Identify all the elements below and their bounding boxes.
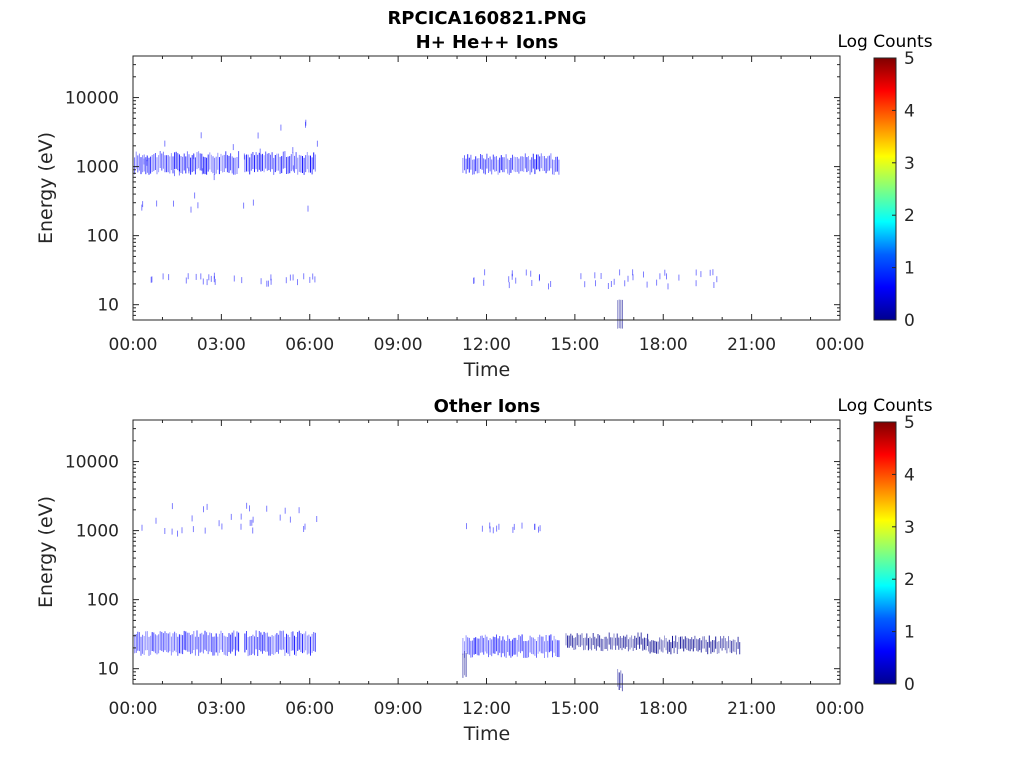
panel-other-ions: Other Ions 00:00 03:00 06:00 09:00 12:00 15:0… (35, 396, 933, 745)
x-tick-label: 06:00 (285, 335, 334, 355)
x-tick-label: 00:00 (816, 699, 865, 719)
y-axis: 10 100 1000 10000 (65, 419, 840, 685)
x-tick-label: 09:00 (374, 699, 423, 719)
colorbar-tick-label: 2 (904, 206, 915, 226)
y-tick-label: 100 (87, 591, 119, 611)
y-axis-label: Energy (eV) (35, 496, 57, 608)
y-tick-label: 100 (87, 227, 119, 247)
x-axis: 00:00 03:00 06:00 09:00 12:00 15:00 18:00 21:00… (109, 56, 865, 355)
colorbar-tick-label: 1 (904, 623, 915, 643)
x-tick-label: 06:00 (285, 699, 334, 719)
colorbar-tick-label: 5 (904, 413, 915, 433)
heatmap-area (132, 502, 741, 692)
y-axis: 10 100 1000 10000 (65, 55, 840, 321)
x-tick-label: 21:00 (727, 335, 776, 355)
colorbar-tick-label: 4 (904, 101, 915, 121)
panel-title: Other Ions (434, 396, 541, 417)
y-axis-label: Energy (eV) (35, 132, 57, 244)
colorbar-gradient (873, 57, 897, 321)
colorbar-tick-label: 3 (904, 518, 915, 538)
colorbar-tick-label: 5 (904, 49, 915, 69)
figure-title: RPCICA160821.PNG (387, 8, 586, 29)
colorbar-ticks: 0 1 2 3 4 5 (892, 413, 915, 695)
x-tick-label: 00:00 (109, 335, 158, 355)
x-tick-label: 18:00 (639, 335, 688, 355)
y-tick-label: 1000 (76, 158, 119, 178)
y-tick-label: 10000 (65, 89, 119, 109)
colorbar-tick-label: 0 (904, 311, 915, 331)
x-tick-label: 09:00 (374, 335, 423, 355)
x-tick-label: 15:00 (550, 699, 599, 719)
x-axis-label: Time (463, 359, 511, 381)
colorbar-label: Log Counts (837, 32, 932, 52)
colorbar-gradient (873, 421, 897, 685)
x-tick-label: 18:00 (639, 699, 688, 719)
colorbar-ticks: 0 1 2 3 4 5 (892, 49, 915, 331)
x-tick-label: 21:00 (727, 699, 776, 719)
panel-title: H+ He++ Ions (416, 32, 559, 53)
y-tick-label: 10 (97, 296, 119, 316)
x-tick-label: 15:00 (550, 335, 599, 355)
colorbar: Log Counts 0 1 2 3 4 5 (837, 396, 932, 695)
x-tick-label: 03:00 (197, 335, 246, 355)
y-tick-label: 10 (97, 660, 119, 680)
panel-h-he-ions: H+ He++ Ions 00:00 03:00 06:00 09:00 12:00 15… (35, 32, 933, 381)
x-tick-label: 00:00 (109, 699, 158, 719)
y-tick-label: 10000 (65, 453, 119, 473)
x-tick-label: 12:00 (462, 699, 511, 719)
heatmap-area (132, 119, 718, 329)
colorbar-tick-label: 3 (904, 154, 915, 174)
axes-frame (132, 55, 841, 321)
y-tick-label: 1000 (76, 522, 119, 542)
x-tick-label: 03:00 (197, 699, 246, 719)
colorbar-tick-label: 0 (904, 675, 915, 695)
x-tick-label: 00:00 (816, 335, 865, 355)
colorbar-tick-label: 4 (904, 465, 915, 485)
x-tick-label: 12:00 (462, 335, 511, 355)
x-axis: 00:00 03:00 06:00 09:00 12:00 15:00 18:00 21:00… (109, 420, 865, 719)
colorbar-tick-label: 2 (904, 570, 915, 590)
colorbar-label: Log Counts (837, 396, 932, 416)
colorbar-tick-label: 1 (904, 259, 915, 279)
x-axis-label: Time (463, 723, 511, 745)
colorbar: Log Counts 0 1 2 3 4 5 (837, 32, 932, 331)
